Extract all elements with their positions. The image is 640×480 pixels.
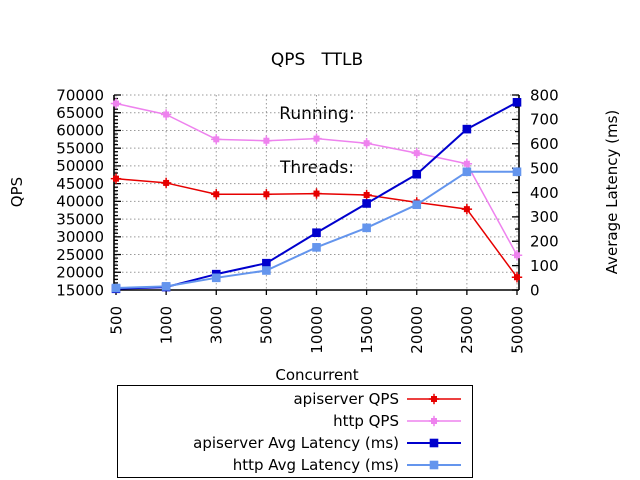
chart-title: QPS TTLB	[270, 50, 364, 70]
svg-text:15000: 15000	[56, 281, 104, 299]
legend-item: http QPS	[118, 410, 472, 432]
legend-item: apiserver QPS	[118, 388, 472, 410]
series-http-avg-latency-ms-	[111, 167, 522, 293]
svg-text:3000: 3000	[208, 306, 226, 344]
axis-ticks	[114, 94, 519, 295]
svg-text:500: 500	[530, 159, 559, 177]
svg-text:20000: 20000	[408, 306, 426, 354]
svg-text:10000: 10000	[308, 306, 326, 354]
svg-text:600: 600	[530, 135, 559, 153]
legend-item: apiserver Avg Latency (ms)	[118, 432, 472, 454]
svg-text:70000: 70000	[56, 86, 104, 104]
legend-label: http QPS	[333, 412, 399, 430]
svg-text:400: 400	[530, 184, 559, 202]
svg-text:25000: 25000	[458, 306, 476, 354]
x-axis-title: Concurrent	[275, 366, 359, 384]
legend-box: apiserver QPS http QPS apiserver Avg Laten…	[117, 385, 473, 478]
svg-text:50000: 50000	[56, 157, 104, 175]
svg-text:700: 700	[530, 111, 559, 129]
legend-sample-star	[407, 393, 461, 405]
legend-sample-star	[407, 415, 461, 427]
svg-text:30000: 30000	[56, 228, 104, 246]
legend-sample-square	[407, 438, 461, 448]
svg-text:45000: 45000	[56, 175, 104, 193]
svg-text:60000: 60000	[56, 122, 104, 140]
legend-sample-square	[407, 460, 461, 470]
svg-text:35000: 35000	[56, 210, 104, 228]
legend-label: apiserver QPS	[293, 390, 399, 408]
tick-labels-x: 500 1000 3000 5000 10000 15000 20000 25000 50000	[107, 306, 526, 354]
svg-text:5000: 5000	[258, 306, 276, 344]
svg-text:50000: 50000	[508, 306, 526, 354]
svg-text:55000: 55000	[56, 139, 104, 157]
legend-label: http Avg Latency (ms)	[232, 456, 399, 474]
chart-subtitle-running: Running:	[279, 104, 355, 124]
svg-text:500: 500	[107, 306, 125, 335]
svg-text:65000: 65000	[56, 104, 104, 122]
svg-text:300: 300	[530, 208, 559, 226]
tick-labels-right: 0 100 200 300 400 500 600 700 800	[530, 86, 559, 299]
svg-text:800: 800	[530, 86, 559, 104]
svg-text:200: 200	[530, 233, 559, 251]
svg-text:40000: 40000	[56, 193, 104, 211]
series-http-qps	[110, 98, 523, 261]
tick-labels-left: 1500020000250003000035000400004500050000…	[56, 86, 104, 299]
svg-text:15000: 15000	[358, 306, 376, 354]
svg-text:25000: 25000	[56, 246, 104, 264]
svg-text:100: 100	[530, 257, 559, 275]
svg-text:1000: 1000	[157, 306, 175, 344]
series-apiserver-qps	[110, 173, 523, 283]
legend-label: apiserver Avg Latency (ms)	[193, 434, 399, 452]
svg-text:0: 0	[530, 281, 540, 299]
legend-item: http Avg Latency (ms)	[118, 454, 472, 476]
svg-text:20000: 20000	[56, 264, 104, 282]
